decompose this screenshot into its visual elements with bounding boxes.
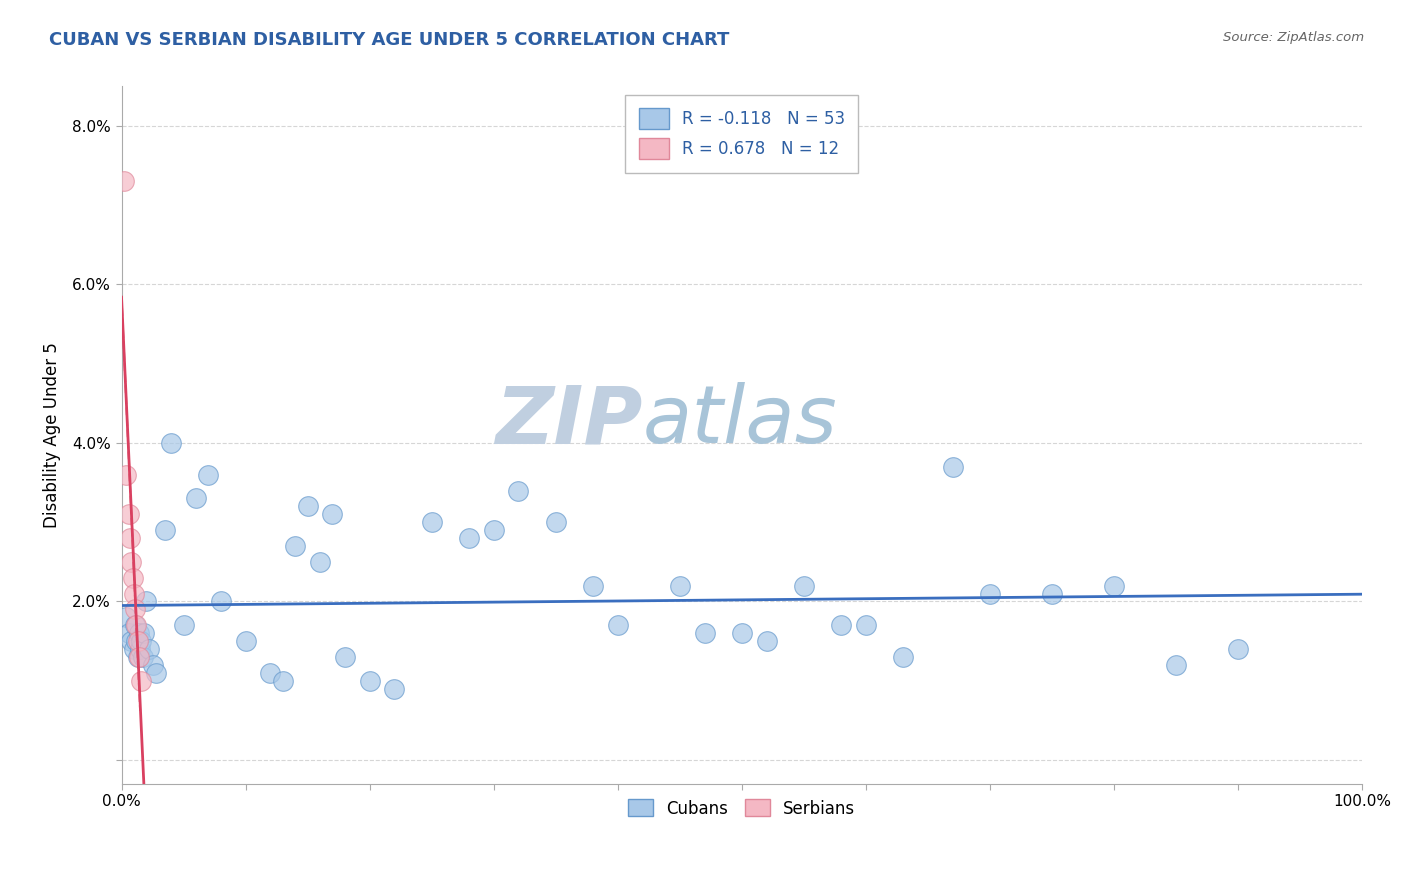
Point xyxy=(141,657,163,672)
Legend: Cubans, Serbians: Cubans, Serbians xyxy=(621,793,862,824)
Point xyxy=(115,610,138,624)
Point xyxy=(120,634,142,648)
Text: atlas: atlas xyxy=(643,382,838,460)
Point xyxy=(1226,642,1249,657)
Point xyxy=(132,626,155,640)
Point xyxy=(420,515,443,529)
Point xyxy=(135,594,157,608)
Point xyxy=(125,634,148,648)
Point xyxy=(127,634,149,648)
Point xyxy=(138,642,160,657)
Point xyxy=(153,523,176,537)
Point xyxy=(731,626,754,640)
Point xyxy=(125,618,148,632)
Point xyxy=(120,531,142,545)
Point xyxy=(271,673,294,688)
Point xyxy=(482,523,505,537)
Point xyxy=(284,539,307,553)
Point xyxy=(457,531,479,545)
Point xyxy=(235,634,257,648)
Point xyxy=(606,618,628,632)
Text: Source: ZipAtlas.com: Source: ZipAtlas.com xyxy=(1223,31,1364,45)
Point xyxy=(297,500,319,514)
Point xyxy=(131,634,153,648)
Point xyxy=(122,586,145,600)
Text: ZIP: ZIP xyxy=(495,382,643,460)
Point xyxy=(184,491,207,506)
Point xyxy=(668,579,690,593)
Point xyxy=(127,649,149,664)
Point xyxy=(129,642,152,657)
Point xyxy=(891,649,914,664)
Point xyxy=(131,649,153,664)
Point xyxy=(124,602,146,616)
Point xyxy=(197,467,219,482)
Point xyxy=(693,626,716,640)
Point xyxy=(755,634,778,648)
Point xyxy=(309,555,332,569)
Point xyxy=(359,673,381,688)
Point xyxy=(259,665,281,680)
Point xyxy=(122,642,145,657)
Point xyxy=(855,618,877,632)
Point xyxy=(979,586,1001,600)
Point xyxy=(1040,586,1063,600)
Point xyxy=(131,673,153,688)
Point xyxy=(118,626,141,640)
Point xyxy=(333,649,356,664)
Point xyxy=(173,618,195,632)
Point xyxy=(115,467,138,482)
Point xyxy=(508,483,530,498)
Point xyxy=(128,626,150,640)
Point xyxy=(384,681,406,696)
Point xyxy=(830,618,852,632)
Point xyxy=(1102,579,1125,593)
Point xyxy=(124,618,146,632)
Point xyxy=(942,459,965,474)
Point xyxy=(582,579,605,593)
Point xyxy=(209,594,232,608)
Point xyxy=(544,515,567,529)
Point xyxy=(321,508,343,522)
Point xyxy=(118,508,141,522)
Point xyxy=(128,649,150,664)
Point xyxy=(121,571,143,585)
Point xyxy=(793,579,815,593)
Y-axis label: Disability Age Under 5: Disability Age Under 5 xyxy=(44,343,60,528)
Point xyxy=(1164,657,1187,672)
Point xyxy=(145,665,167,680)
Point xyxy=(160,436,183,450)
Point xyxy=(112,174,135,188)
Point xyxy=(120,555,142,569)
Text: CUBAN VS SERBIAN DISABILITY AGE UNDER 5 CORRELATION CHART: CUBAN VS SERBIAN DISABILITY AGE UNDER 5 … xyxy=(49,31,730,49)
